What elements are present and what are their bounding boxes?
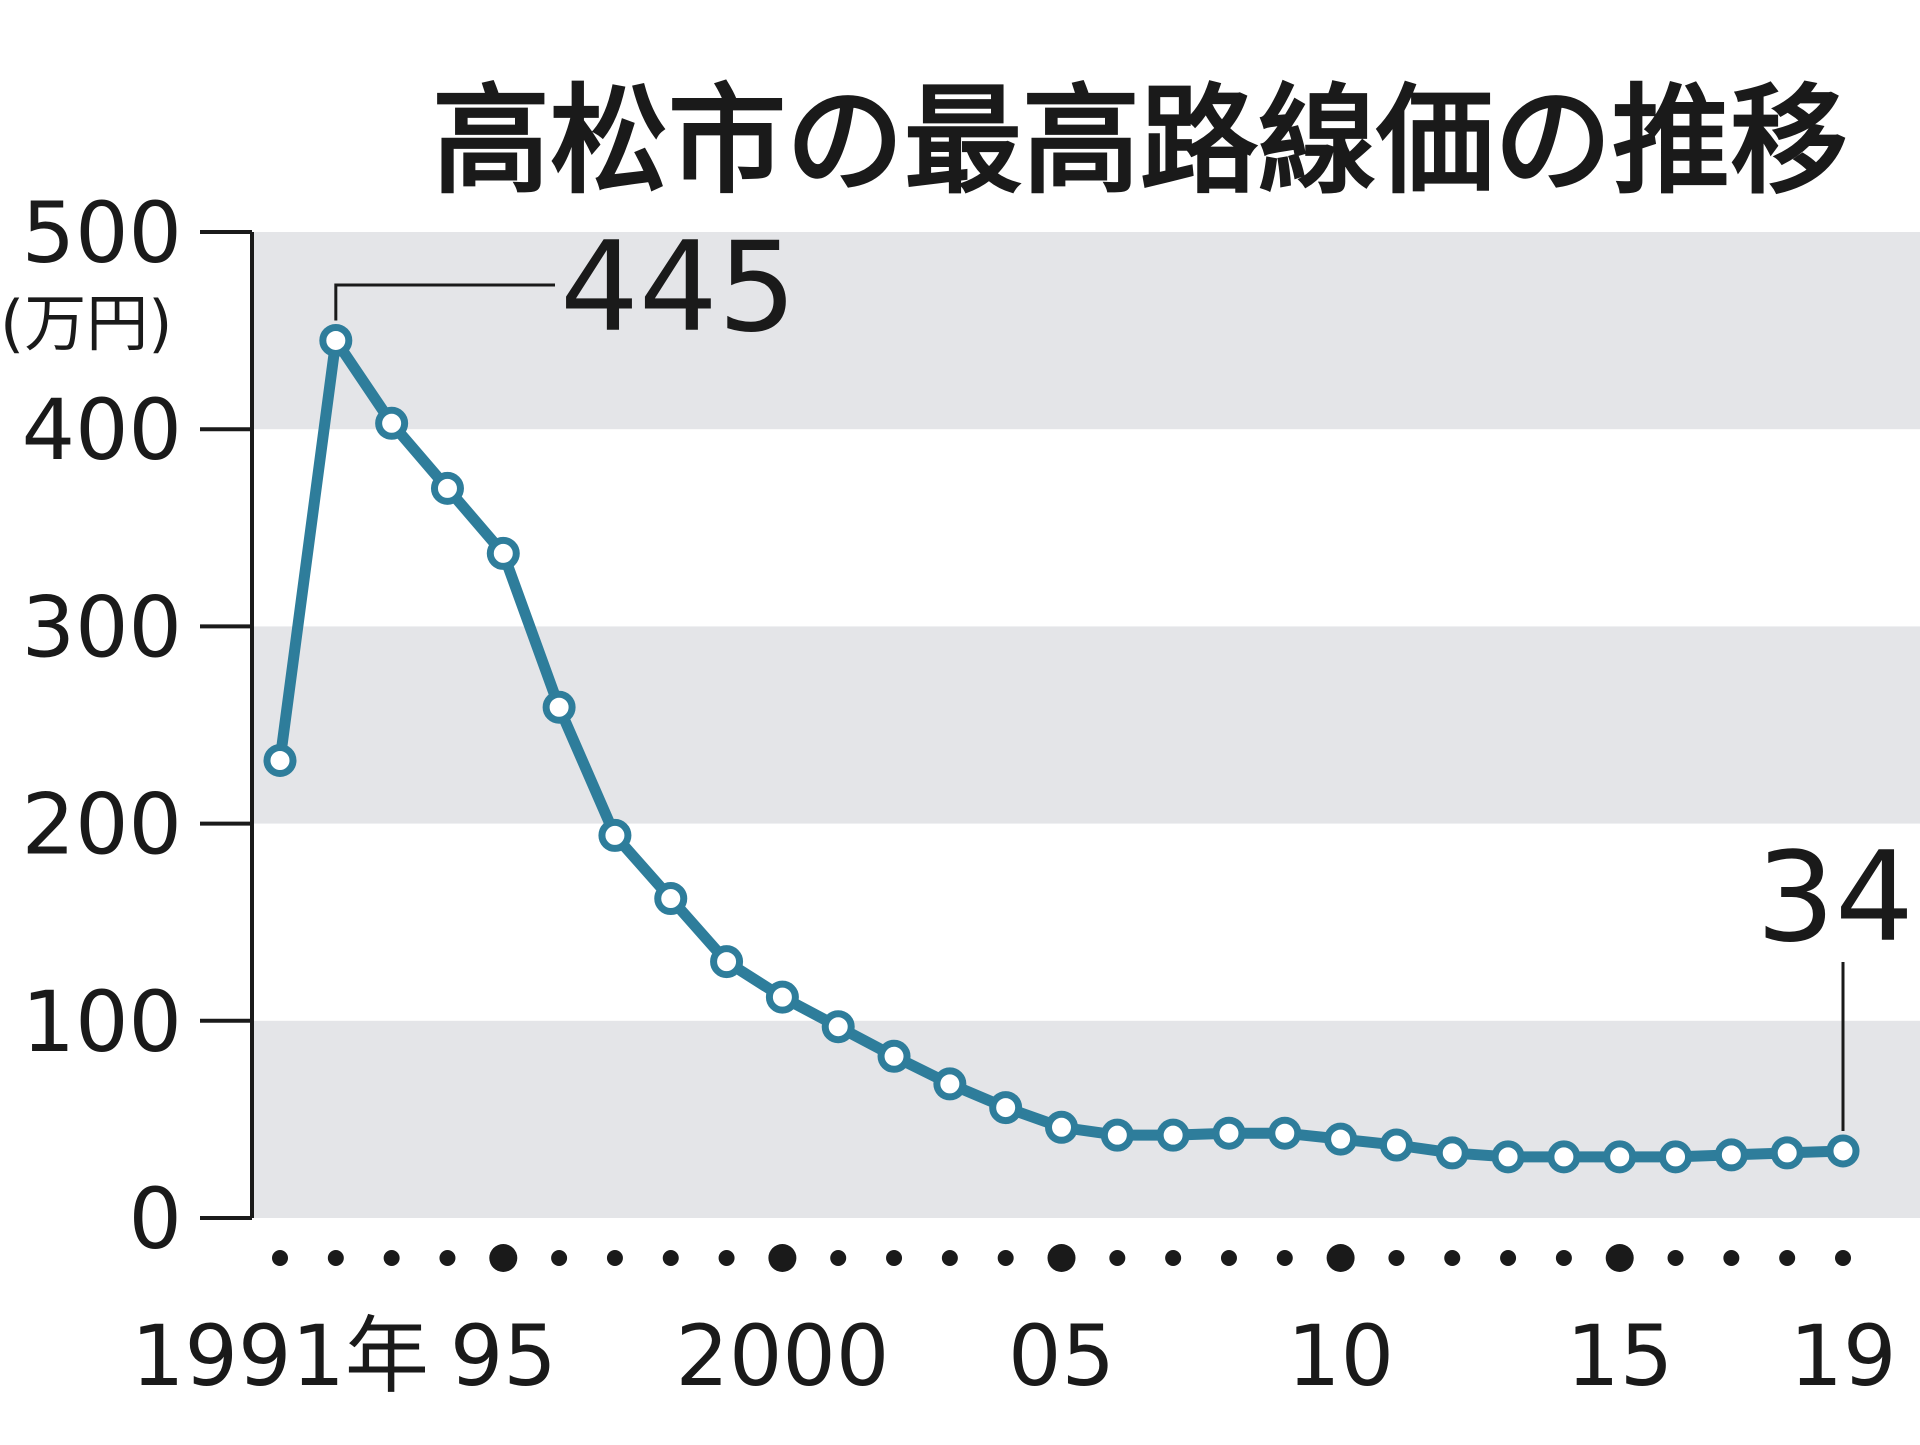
point-2007 bbox=[1156, 1118, 1190, 1152]
x-dot-2013 bbox=[1500, 1250, 1517, 1266]
point-2003 bbox=[933, 1067, 967, 1101]
y-unit-label: (万円) bbox=[0, 287, 172, 360]
point-2000 bbox=[765, 980, 799, 1014]
x-dot-1993 bbox=[383, 1250, 400, 1266]
background-bands bbox=[252, 232, 1920, 1218]
x-tick-label-1991: 1991年 bbox=[131, 1307, 429, 1405]
x-axis-dots bbox=[272, 1244, 1851, 1272]
band-1 bbox=[252, 626, 1920, 824]
x-tick-label-1995: 95 bbox=[450, 1307, 557, 1405]
x-dot-2000 bbox=[768, 1244, 797, 1272]
x-dot-2007 bbox=[1165, 1250, 1182, 1266]
x-dot-1996 bbox=[551, 1250, 568, 1266]
x-tick-label-2019: 19 bbox=[1790, 1307, 1897, 1405]
annotations: 445 34 bbox=[334, 216, 1914, 1131]
point-2019 bbox=[1826, 1134, 1860, 1168]
data-points bbox=[263, 323, 1860, 1174]
x-tick-labels: 1991年 95 2000 05 10 15 19 bbox=[131, 1307, 1896, 1405]
band-0 bbox=[252, 1020, 1920, 1218]
point-2006 bbox=[1100, 1118, 1134, 1152]
point-2001 bbox=[821, 1010, 855, 1044]
point-2002 bbox=[877, 1039, 911, 1073]
point-2009 bbox=[1268, 1116, 1302, 1150]
point-2015 bbox=[1603, 1140, 1637, 1174]
point-1996 bbox=[542, 690, 576, 724]
x-dot-2014 bbox=[1555, 1250, 1572, 1266]
point-2004 bbox=[989, 1091, 1023, 1125]
x-tick-label-2010: 10 bbox=[1287, 1307, 1394, 1405]
y-tick-label-300: 300 bbox=[22, 578, 182, 676]
x-dot-1997 bbox=[606, 1250, 623, 1266]
x-dot-2010 bbox=[1326, 1244, 1355, 1272]
x-dot-2005 bbox=[1047, 1244, 1076, 1272]
point-2014 bbox=[1547, 1140, 1581, 1174]
x-tick-label-2005: 05 bbox=[1008, 1307, 1115, 1405]
x-dot-2016 bbox=[1667, 1250, 1684, 1266]
y-tick-label-0: 0 bbox=[129, 1170, 182, 1268]
x-dot-1998 bbox=[662, 1250, 679, 1266]
point-1995 bbox=[486, 536, 520, 570]
y-tick-label-500: 500 bbox=[22, 184, 182, 282]
x-dot-2002 bbox=[886, 1250, 903, 1266]
x-dot-1992 bbox=[327, 1250, 344, 1266]
x-dot-2019 bbox=[1835, 1250, 1851, 1266]
point-2011 bbox=[1379, 1128, 1413, 1162]
annotation-leader-1992 bbox=[334, 283, 555, 321]
point-2010 bbox=[1324, 1122, 1358, 1156]
y-tick-labels: 0 100 200 300 400 500 bbox=[22, 184, 182, 1268]
point-2005 bbox=[1045, 1110, 1078, 1144]
annotation-label-2019: 34 bbox=[1756, 826, 1914, 970]
point-1992 bbox=[319, 323, 353, 357]
point-2013 bbox=[1491, 1140, 1525, 1174]
band-2 bbox=[252, 232, 1920, 430]
x-dot-2004 bbox=[997, 1250, 1014, 1266]
y-tick-label-100: 100 bbox=[22, 973, 182, 1071]
x-dot-2006 bbox=[1109, 1250, 1126, 1266]
x-dot-2018 bbox=[1779, 1250, 1796, 1266]
point-2016 bbox=[1659, 1140, 1693, 1174]
point-2017 bbox=[1714, 1138, 1748, 1172]
annotation-label-1992: 445 bbox=[560, 216, 797, 360]
x-dot-2011 bbox=[1388, 1250, 1405, 1266]
x-dot-2017 bbox=[1723, 1250, 1740, 1266]
axes bbox=[200, 230, 254, 1220]
x-dot-1995 bbox=[489, 1244, 518, 1272]
point-1994 bbox=[430, 471, 464, 505]
point-1993 bbox=[375, 406, 409, 440]
point-1999 bbox=[710, 945, 744, 979]
x-dot-1994 bbox=[439, 1250, 456, 1266]
x-dot-2001 bbox=[830, 1250, 847, 1266]
point-2008 bbox=[1212, 1116, 1246, 1150]
x-dot-1991 bbox=[272, 1250, 288, 1266]
x-dot-1999 bbox=[718, 1250, 735, 1266]
x-tick-label-2000: 2000 bbox=[676, 1307, 890, 1405]
x-dot-2009 bbox=[1276, 1250, 1293, 1266]
x-dot-2015 bbox=[1605, 1244, 1634, 1272]
x-dot-2012 bbox=[1444, 1250, 1461, 1266]
point-1991 bbox=[263, 743, 297, 777]
x-tick-label-2015: 15 bbox=[1566, 1307, 1673, 1405]
point-1997 bbox=[598, 818, 632, 852]
chart-title: 高松市の最高路線価の推移 bbox=[432, 72, 1848, 210]
y-tick-label-400: 400 bbox=[22, 381, 182, 479]
point-2012 bbox=[1435, 1136, 1469, 1170]
y-tick-label-200: 200 bbox=[22, 776, 182, 874]
x-dot-2008 bbox=[1220, 1250, 1237, 1266]
x-dot-2003 bbox=[941, 1250, 958, 1266]
point-2018 bbox=[1770, 1136, 1804, 1170]
point-1998 bbox=[654, 882, 688, 916]
